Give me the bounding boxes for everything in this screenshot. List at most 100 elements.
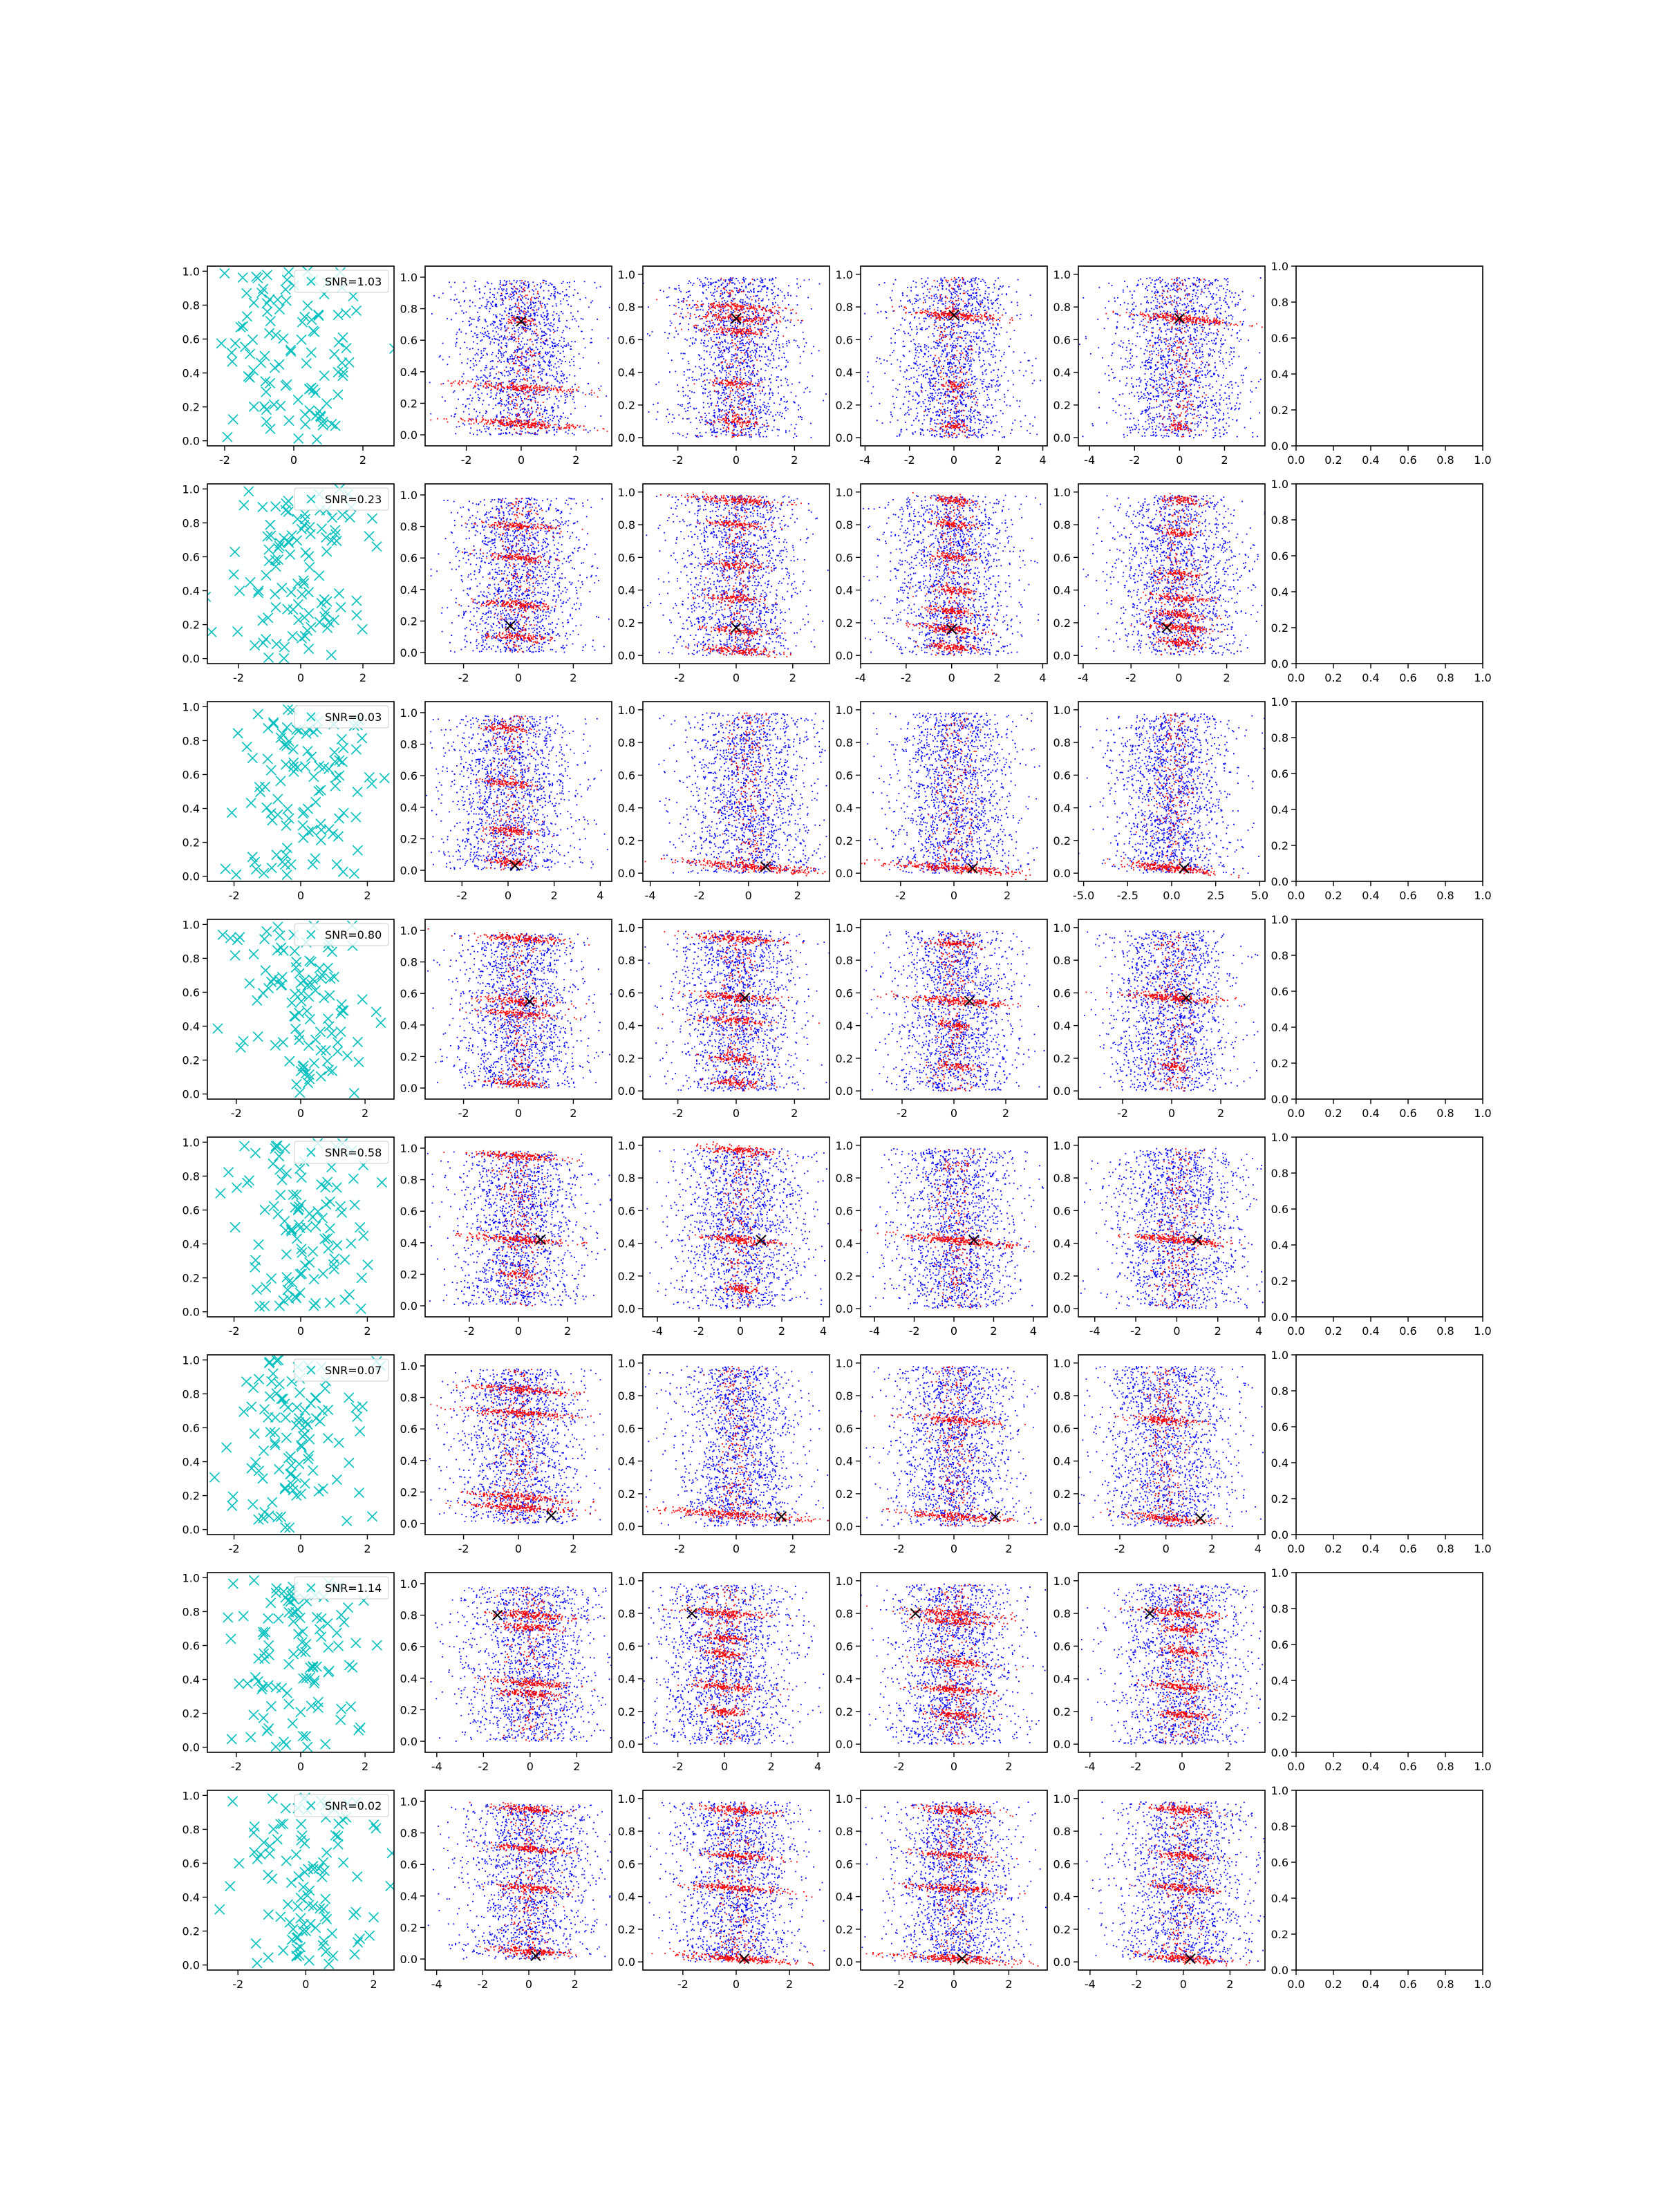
x-tick-label: 2 bbox=[572, 453, 579, 467]
x-tick-label: -4 bbox=[431, 1760, 442, 1773]
x-tick-label: 0 bbox=[1173, 1324, 1180, 1338]
x-tick-label: 0 bbox=[290, 453, 297, 467]
projection-point bbox=[285, 1596, 296, 1607]
y-tick-label: 0.4 bbox=[182, 367, 200, 380]
projection-point bbox=[328, 1264, 339, 1275]
projection-point bbox=[271, 850, 282, 861]
projection-point bbox=[331, 859, 342, 870]
center-marker bbox=[967, 863, 978, 874]
projection-point bbox=[341, 342, 352, 354]
projection-point bbox=[283, 813, 294, 824]
x-tick-label: 0 bbox=[950, 453, 957, 467]
y-tick-label: 0.4 bbox=[400, 1237, 418, 1250]
y-tick-label: 0.2 bbox=[1053, 1488, 1071, 1501]
projection-point bbox=[320, 1946, 331, 1958]
y-tick-label: 0.2 bbox=[400, 1050, 418, 1063]
projection-point bbox=[263, 1952, 274, 1963]
y-tick-label: 0.4 bbox=[1053, 1020, 1071, 1033]
aligned-points bbox=[443, 1150, 588, 1306]
projection-point bbox=[281, 1739, 292, 1750]
x-tick-label: 2 bbox=[791, 453, 798, 467]
projection-point bbox=[294, 1950, 305, 1961]
projection-point bbox=[336, 733, 348, 744]
panel-r6-c3: -2 0 2 0.0 0.2 0.4 0.6 0.8 1.0 bbox=[618, 1354, 830, 1555]
projection-point bbox=[332, 310, 344, 321]
y-tick-label: 0.8 bbox=[182, 516, 200, 529]
legend-marker-icon bbox=[306, 1801, 316, 1810]
projection-point bbox=[270, 1437, 281, 1449]
y-tick-label: 1.0 bbox=[400, 706, 418, 720]
x-tick-label: -2 bbox=[231, 1760, 242, 1773]
y-tick-label: 1.0 bbox=[1053, 1139, 1071, 1152]
projection-point bbox=[319, 993, 330, 1004]
x-tick-label: 1.0 bbox=[1474, 889, 1491, 902]
y-tick-label: 0.2 bbox=[618, 1488, 635, 1501]
x-tick-label: 0 bbox=[1180, 1978, 1187, 1991]
x-tick-label: -2 bbox=[478, 1760, 489, 1773]
y-tick-label: 0.0 bbox=[618, 1520, 635, 1533]
projection-point bbox=[337, 371, 348, 382]
projection-point bbox=[304, 1257, 315, 1268]
aligned-points bbox=[861, 712, 1031, 881]
center-marker bbox=[948, 310, 959, 321]
projection-point bbox=[265, 1700, 276, 1712]
axes-frame bbox=[1295, 265, 1483, 447]
y-tick-label: 0.4 bbox=[1053, 584, 1071, 597]
projection-point bbox=[225, 1881, 236, 1892]
y-tick-label: 0.0 bbox=[400, 1735, 418, 1748]
projection-point bbox=[300, 1731, 311, 1742]
projection-point bbox=[299, 630, 310, 641]
x-tick-label: 0.2 bbox=[1324, 889, 1342, 902]
projection-point bbox=[256, 1684, 268, 1695]
projection-point bbox=[306, 621, 317, 633]
projection-point bbox=[293, 433, 304, 444]
center-marker bbox=[1144, 1608, 1156, 1619]
sample-points bbox=[644, 930, 830, 1091]
x-tick-label: -4 bbox=[855, 671, 866, 684]
projection-point bbox=[317, 420, 328, 431]
projection-point bbox=[285, 1469, 296, 1480]
x-tick-label: 0.8 bbox=[1436, 1978, 1454, 1991]
projection-point bbox=[299, 509, 310, 520]
y-tick-label: 1.0 bbox=[836, 1357, 853, 1370]
x-tick-label: -2 bbox=[229, 889, 240, 902]
x-tick-label: 0 bbox=[297, 1324, 304, 1338]
center-marker bbox=[1192, 1235, 1203, 1246]
y-tick-label: 0.0 bbox=[182, 1306, 200, 1319]
projection-point bbox=[324, 1958, 335, 1969]
projection-point bbox=[308, 1678, 320, 1689]
x-tick-label: 2 bbox=[1004, 889, 1011, 902]
y-tick-label: 0.6 bbox=[618, 1640, 635, 1653]
projection-point bbox=[318, 1857, 329, 1868]
y-tick-label: 0.4 bbox=[836, 366, 853, 379]
projection-point bbox=[279, 653, 290, 664]
projection-point bbox=[310, 1034, 321, 1045]
projection-point bbox=[215, 1188, 226, 1199]
sample-points bbox=[1081, 494, 1265, 656]
legend-label: SNR=1.03 bbox=[325, 275, 382, 288]
aligned-points bbox=[861, 1149, 1030, 1309]
projection-point bbox=[274, 541, 285, 552]
x-tick-label: 0 bbox=[515, 1107, 522, 1120]
y-tick-label: 0.8 bbox=[182, 1387, 200, 1400]
axes-frame bbox=[424, 1790, 612, 1971]
panel-r4-c5: -2 0 2 0.0 0.2 0.4 0.6 0.8 1.0 bbox=[1053, 919, 1266, 1120]
projection-point bbox=[295, 1707, 306, 1718]
legend-box bbox=[294, 1576, 389, 1600]
projection-point bbox=[265, 1597, 276, 1609]
plot-area bbox=[430, 1586, 612, 1742]
projection-point bbox=[301, 1005, 312, 1017]
x-tick-label: 0 bbox=[1179, 1760, 1185, 1773]
projection-point bbox=[269, 362, 281, 373]
panel-r3-c3: -4 -2 0 2 0.0 0.2 0.4 0.6 0.8 1.0 bbox=[618, 701, 830, 902]
projection-point bbox=[285, 859, 297, 870]
projection-point bbox=[305, 1662, 316, 1674]
projection-point bbox=[270, 1040, 281, 1051]
y-tick-label: 0.2 bbox=[400, 1703, 418, 1716]
projection-point bbox=[351, 595, 362, 606]
plot-area bbox=[425, 1368, 610, 1524]
projection-point bbox=[319, 1936, 330, 1947]
projection-point bbox=[226, 347, 237, 358]
aligned-points bbox=[1118, 1147, 1243, 1309]
x-tick-label: 0 bbox=[1175, 671, 1182, 684]
